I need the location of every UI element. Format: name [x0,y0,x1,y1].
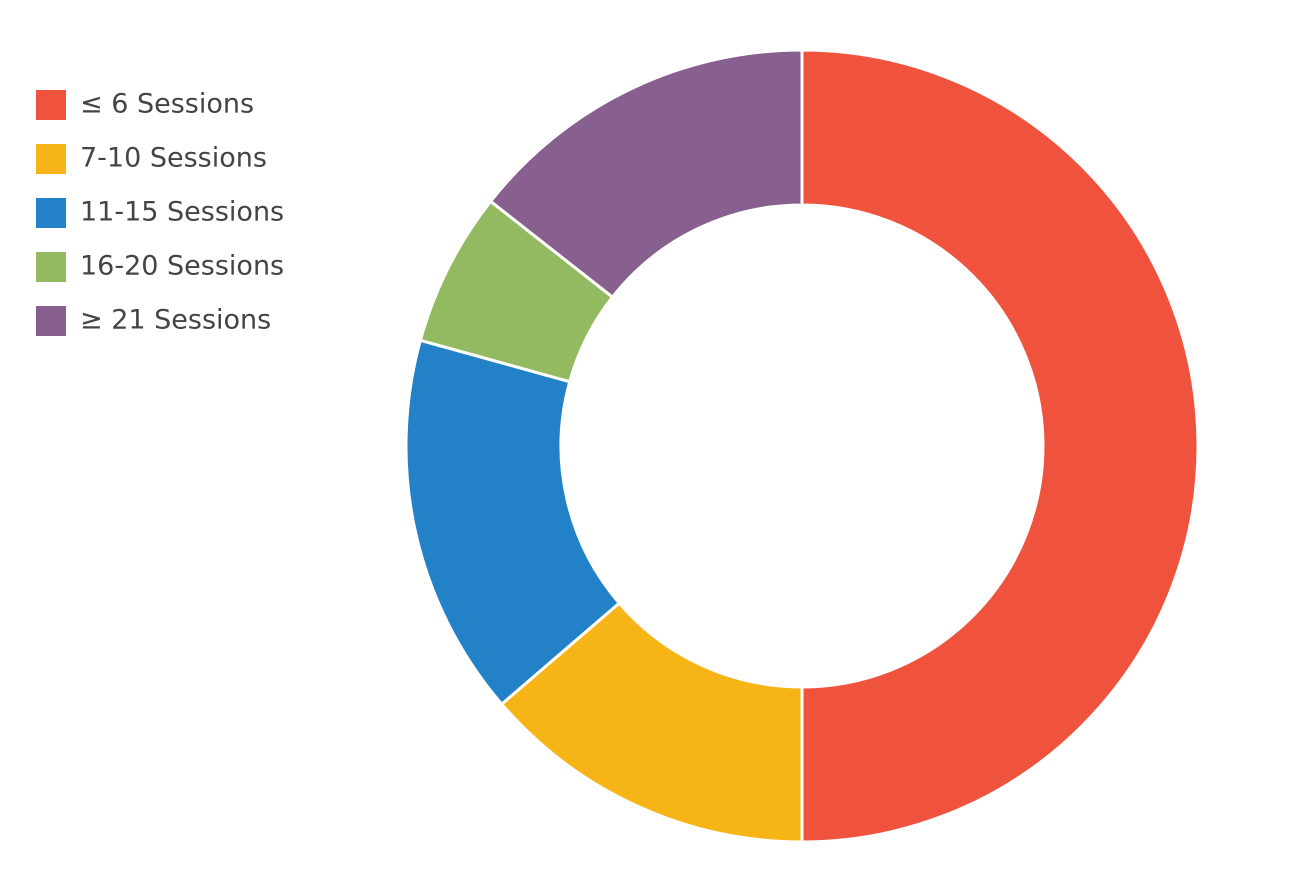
legend-label: 11-15 Sessions [80,197,284,228]
legend-label: 7-10 Sessions [80,143,267,174]
legend-label: 16-20 Sessions [80,251,284,282]
donut-slice [488,48,804,300]
donut-slice [800,48,1200,844]
legend-label: ≤ 6 Sessions [80,89,254,120]
legend-swatch [36,252,66,282]
legend-swatch [36,90,66,120]
legend-swatch [36,306,66,336]
legend-swatch [36,198,66,228]
donut-slice [404,338,622,707]
legend-label: ≥ 21 Sessions [80,305,271,336]
legend-swatch [36,144,66,174]
